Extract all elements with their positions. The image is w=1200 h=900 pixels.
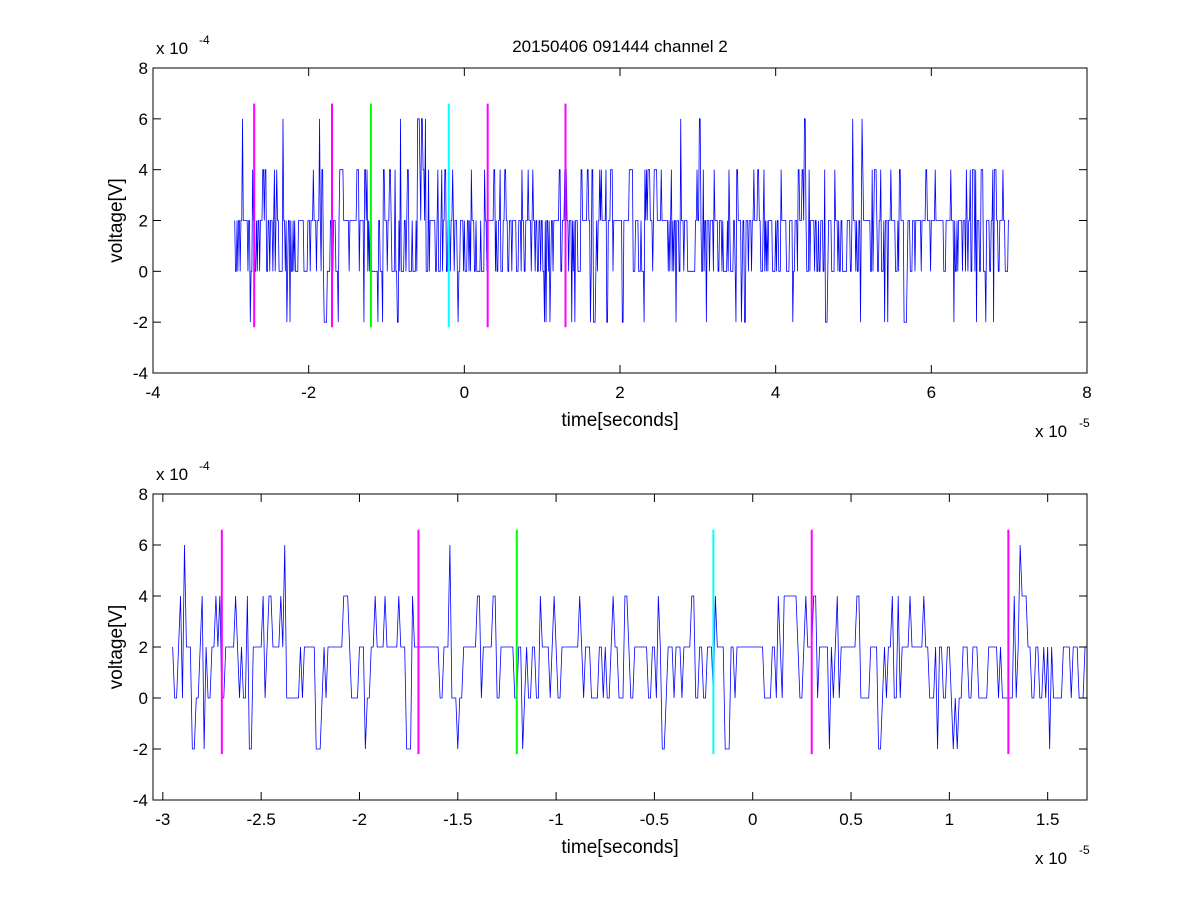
x-tick-label: -2.5 bbox=[246, 810, 275, 829]
x-tick-label: 4 bbox=[771, 383, 780, 402]
x-exponent-label: x 10 bbox=[1035, 849, 1067, 868]
y-axis-label: voltage[V] bbox=[106, 605, 127, 690]
y-exponent-label: x 10 bbox=[156, 39, 188, 58]
y-tick-label: -2 bbox=[133, 740, 148, 759]
y-tick-label: 0 bbox=[139, 689, 148, 708]
y-tick-label: 4 bbox=[139, 587, 148, 606]
x-tick-label: 0 bbox=[748, 810, 757, 829]
x-tick-label: -1.5 bbox=[443, 810, 472, 829]
y-tick-label: 8 bbox=[139, 59, 148, 78]
x-tick-label: 6 bbox=[927, 383, 936, 402]
x-axis-label: time[seconds] bbox=[561, 837, 678, 858]
x-tick-label: -3 bbox=[155, 810, 170, 829]
y-tick-label: -4 bbox=[133, 364, 148, 383]
x-tick-label: -2 bbox=[301, 383, 316, 402]
x-tick-label: -1 bbox=[549, 810, 564, 829]
y-exponent-power: -4 bbox=[199, 33, 210, 47]
x-exponent-label: x 10 bbox=[1035, 422, 1067, 441]
y-tick-label: 4 bbox=[139, 161, 148, 180]
x-exponent-power: -5 bbox=[1079, 843, 1090, 857]
x-tick-label: -2 bbox=[352, 810, 367, 829]
signal-trace bbox=[172, 544, 1087, 750]
x-tick-label: 1 bbox=[945, 810, 954, 829]
y-exponent-label: x 10 bbox=[156, 465, 188, 484]
bottom-plot: -3 -2.5 -2 -1.5 -1 -0.5 0 0.5 1 1.5 -4 -2 0 2 4 6 8 time[… bbox=[106, 459, 1090, 868]
x-tick-label: 8 bbox=[1082, 383, 1091, 402]
x-tick-label: 0 bbox=[460, 383, 469, 402]
signal-trace bbox=[234, 118, 1010, 323]
y-tick-label: 0 bbox=[139, 262, 148, 281]
x-exponent-power: -5 bbox=[1079, 416, 1090, 430]
y-tick-label: -4 bbox=[133, 791, 148, 810]
x-axis-label: time[seconds] bbox=[561, 410, 678, 431]
y-exponent-power: -4 bbox=[199, 459, 210, 473]
y-tick-label: 6 bbox=[139, 536, 148, 555]
y-axis-label: voltage[V] bbox=[106, 178, 127, 263]
x-tick-label: 1.5 bbox=[1036, 810, 1060, 829]
y-tick-label: 2 bbox=[139, 212, 148, 231]
y-tick-label: 2 bbox=[139, 638, 148, 657]
x-tick-label: -0.5 bbox=[640, 810, 669, 829]
x-tick-label: -4 bbox=[145, 383, 160, 402]
y-tick-label: 8 bbox=[139, 485, 148, 504]
y-tick-label: 6 bbox=[139, 110, 148, 129]
x-tick-label: 0.5 bbox=[839, 810, 863, 829]
top-plot: -4 -2 0 2 4 6 8 -4 -2 0 2 4 6 8 time[seconds] voltage[V… bbox=[106, 33, 1092, 441]
y-tick-label: -2 bbox=[133, 313, 148, 332]
x-tick-label: 2 bbox=[615, 383, 624, 402]
figure-title: 20150406 091444 channel 2 bbox=[512, 37, 728, 56]
